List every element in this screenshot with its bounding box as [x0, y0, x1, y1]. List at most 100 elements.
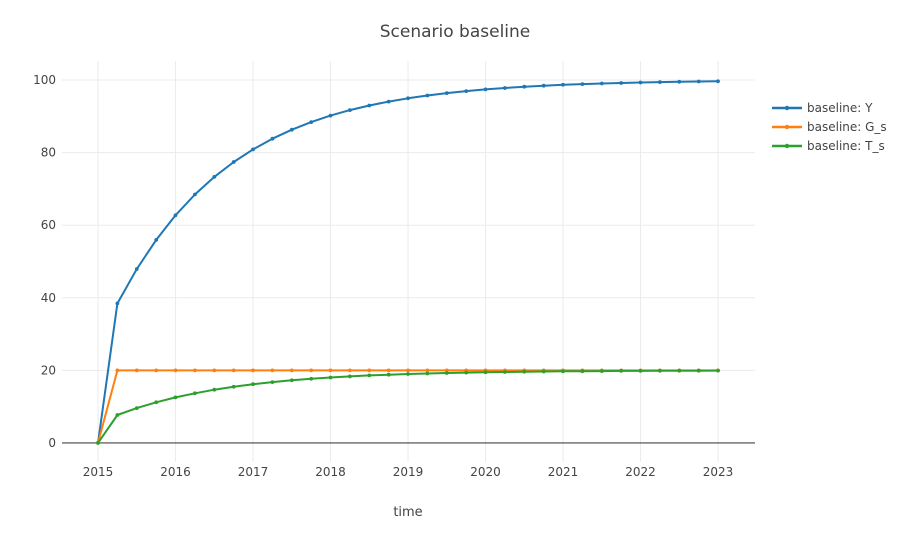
y-tick-label: 20 — [41, 363, 56, 377]
data-point — [696, 368, 701, 373]
data-point — [444, 368, 449, 373]
legend-item-baseline: T_s[interactable]: baseline: T_s — [772, 139, 885, 153]
legend-item-baseline: Y[interactable]: baseline: Y — [772, 101, 873, 115]
data-point — [464, 370, 469, 375]
data-point — [503, 370, 507, 374]
data-point — [212, 387, 217, 392]
y-tick-label: 80 — [41, 146, 56, 160]
data-point — [599, 369, 604, 373]
data-point — [677, 368, 682, 373]
data-point — [561, 369, 565, 374]
data-point — [464, 89, 469, 93]
trace-baseline: Y — [96, 79, 720, 445]
chart-title: Scenario baseline — [380, 22, 531, 42]
trace-baseline: T_s — [96, 368, 720, 445]
data-point — [212, 175, 217, 179]
data-point — [425, 371, 430, 376]
data-point — [309, 376, 314, 381]
data-point — [173, 368, 178, 373]
y-tick-label: 100 — [33, 73, 56, 87]
trace-layer — [96, 79, 720, 445]
legend: baseline: Y baseline: G_s baseline: T_s — [772, 101, 887, 153]
data-point — [638, 369, 643, 373]
data-point — [348, 374, 352, 379]
x-tick-label: 2022 — [625, 465, 656, 479]
data-point — [231, 384, 236, 389]
data-point — [367, 103, 372, 108]
plot-area[interactable] — [62, 61, 755, 462]
data-point — [561, 82, 565, 87]
data-point — [328, 368, 333, 373]
data-point — [425, 368, 430, 373]
data-point — [134, 267, 139, 271]
data-point — [658, 368, 662, 373]
tick-layer: 0 20 40 60 80 100 2015 2016 2017 2018 2019 2020 2021… — [33, 73, 733, 479]
data-point — [716, 368, 720, 373]
data-point — [367, 373, 372, 378]
data-point — [173, 213, 178, 218]
data-point — [231, 368, 236, 373]
data-point — [212, 368, 217, 373]
legend-swatch-marker-icon — [784, 105, 790, 111]
data-point — [658, 80, 662, 84]
data-point — [619, 369, 624, 373]
data-point — [154, 400, 159, 405]
data-point — [522, 369, 527, 374]
data-point — [619, 81, 624, 85]
legend-label: baseline: T_s — [807, 139, 885, 153]
data-point — [270, 380, 275, 384]
data-point — [386, 368, 391, 373]
data-point — [173, 395, 178, 400]
data-point — [270, 368, 275, 373]
data-point — [541, 369, 546, 374]
data-point — [522, 84, 527, 89]
data-point — [444, 371, 449, 375]
data-point — [386, 372, 391, 377]
data-point — [115, 368, 120, 373]
data-point — [348, 108, 352, 112]
data-point — [270, 136, 275, 141]
legend-swatch-marker-icon — [784, 124, 790, 130]
data-point — [289, 378, 294, 383]
x-tick-label: 2017 — [238, 465, 269, 479]
data-point — [193, 368, 197, 373]
y-tick-label: 40 — [41, 291, 56, 305]
data-point — [444, 91, 449, 95]
data-point — [251, 382, 255, 387]
x-tick-label: 2020 — [470, 465, 501, 479]
data-point — [134, 406, 139, 410]
data-point — [289, 368, 294, 373]
legend-label: baseline: Y — [807, 101, 873, 115]
data-point — [406, 368, 410, 373]
data-point — [503, 86, 507, 90]
data-point — [309, 120, 314, 124]
data-point — [134, 368, 139, 373]
x-tick-label: 2015 — [83, 465, 114, 479]
data-point — [425, 93, 430, 98]
data-point — [309, 368, 314, 373]
legend-swatch-marker-icon — [784, 143, 790, 149]
data-point — [154, 368, 159, 373]
data-point — [231, 160, 236, 164]
data-point — [115, 413, 120, 417]
data-point — [367, 368, 372, 373]
y-tick-label: 60 — [41, 218, 56, 232]
x-tick-label: 2023 — [703, 465, 734, 479]
data-point — [696, 79, 701, 84]
data-point — [406, 372, 410, 376]
data-point — [96, 441, 100, 445]
data-point — [483, 87, 488, 92]
data-point — [386, 99, 391, 104]
data-point — [599, 81, 604, 86]
data-point — [251, 368, 255, 373]
x-tick-label: 2016 — [160, 465, 191, 479]
x-tick-label: 2019 — [393, 465, 424, 479]
y-tick-label: 0 — [48, 436, 56, 450]
data-point — [348, 368, 352, 373]
data-point — [541, 83, 546, 88]
legend-item-baseline: G_s[interactable]: baseline: G_s — [772, 120, 887, 134]
data-point — [716, 79, 720, 84]
data-point — [406, 96, 410, 101]
data-point — [193, 192, 197, 197]
